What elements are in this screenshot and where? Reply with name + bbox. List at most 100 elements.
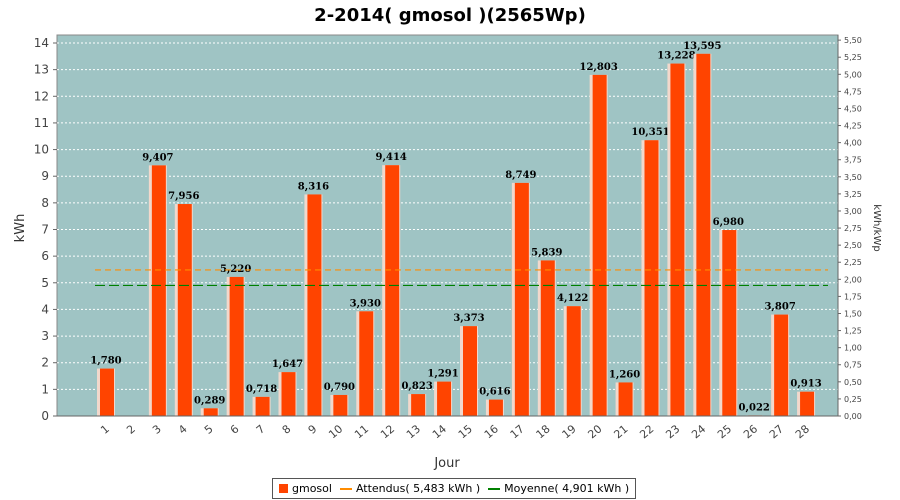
- x-tick-label: 24: [689, 422, 708, 441]
- x-tick-label: 23: [663, 422, 682, 441]
- bar-value-label: 4,122: [557, 293, 588, 304]
- legend-label-average: Moyenne( 4,901 kWh ): [504, 482, 630, 495]
- x-tick-label: 19: [560, 422, 579, 441]
- bar: [177, 204, 192, 416]
- y2-tick-label: 2,25: [844, 258, 862, 267]
- y-tick-label: 3: [41, 329, 49, 343]
- bar-value-label: 9,407: [142, 152, 173, 163]
- y2-tick-label: 2,75: [844, 224, 862, 233]
- bar-value-label: 6,980: [713, 217, 744, 228]
- plot-area: 012345678910111213140,000,250,500,751,00…: [34, 34, 862, 441]
- legend-item-average: Moyenne( 4,901 kWh ): [488, 482, 629, 495]
- x-tick-label: 4: [176, 422, 190, 436]
- y2-tick-label: 4,00: [844, 139, 862, 148]
- bar-value-label: 0,790: [324, 382, 355, 393]
- green-line-swatch-icon: [488, 487, 501, 490]
- x-tick-label: 25: [715, 422, 734, 441]
- bar: [488, 399, 503, 416]
- x-tick-label: 27: [767, 422, 786, 441]
- bar-value-label: 0,823: [401, 381, 432, 392]
- bar-value-label: 1,647: [272, 359, 303, 370]
- x-tick-label: 14: [430, 422, 449, 441]
- bar-value-label: 0,022: [739, 402, 770, 413]
- bar-value-label: 1,780: [90, 356, 121, 367]
- bar: [618, 382, 633, 416]
- x-tick-label: 2: [124, 422, 138, 436]
- y-tick-label: 6: [41, 249, 49, 263]
- bar: [437, 381, 452, 416]
- y2-tick-label: 5,50: [844, 36, 862, 45]
- bar: [566, 306, 581, 416]
- y2-tick-label: 3,00: [844, 207, 862, 216]
- y2-tick-label: 1,00: [844, 344, 862, 353]
- x-axis-label: Jour: [433, 456, 460, 471]
- bar-value-label: 10,351: [631, 127, 669, 138]
- x-tick-label: 16: [482, 422, 501, 441]
- bar: [644, 140, 659, 417]
- bar-value-label: 0,289: [194, 395, 225, 406]
- y2-tick-label: 3,25: [844, 190, 862, 199]
- y2-tick-label: 3,50: [844, 173, 862, 182]
- x-tick-label: 7: [254, 422, 268, 436]
- bar: [774, 314, 789, 416]
- legend-item-bars: gmosol: [279, 482, 332, 495]
- y2-tick-label: 4,75: [844, 87, 862, 96]
- x-tick-label: 12: [378, 422, 397, 441]
- x-tick-label: 11: [352, 422, 371, 441]
- x-tick-label: 5: [202, 422, 216, 436]
- bar: [385, 165, 400, 416]
- x-tick-label: 10: [326, 422, 345, 441]
- x-tick-label: 17: [508, 422, 527, 441]
- y-tick-label: 0: [41, 409, 49, 423]
- bar: [281, 372, 296, 416]
- y-tick-label: 1: [41, 382, 49, 396]
- y2-tick-label: 0,75: [844, 361, 862, 370]
- y-tick-label: 4: [41, 302, 49, 316]
- y-axis-label: kWh: [13, 214, 28, 243]
- y2-tick-label: 0,25: [844, 395, 862, 404]
- bar: [151, 165, 166, 416]
- bar: [307, 194, 322, 416]
- bar: [411, 394, 426, 416]
- orange-line-swatch-icon: [339, 487, 352, 490]
- y2-tick-label: 1,75: [844, 292, 862, 301]
- y2-tick-label: 1,50: [844, 309, 862, 318]
- x-tick-label: 9: [306, 422, 320, 436]
- y2-tick-label: 4,50: [844, 104, 862, 113]
- y2-tick-label: 5,00: [844, 70, 862, 79]
- legend: gmosol Attendus( 5,483 kWh ) Moyenne( 4,…: [272, 478, 637, 499]
- y-tick-label: 5: [41, 276, 49, 290]
- y2-axis-label: kWh/kWp: [871, 204, 882, 251]
- bar: [100, 368, 114, 416]
- y2-tick-label: 1,25: [844, 327, 862, 336]
- x-tick-label: 13: [404, 422, 423, 441]
- bar-value-label: 8,749: [505, 170, 536, 181]
- bar: [359, 311, 374, 416]
- y-tick-label: 13: [34, 63, 49, 77]
- x-tick-label: 15: [456, 422, 475, 441]
- y2-tick-label: 3,75: [844, 156, 862, 165]
- bar-value-label: 13,228: [657, 51, 695, 62]
- y2-tick-label: 4,25: [844, 122, 862, 131]
- y-tick-label: 9: [41, 169, 49, 183]
- bar-value-label: 7,956: [168, 191, 199, 202]
- x-tick-label: 18: [534, 422, 553, 441]
- x-tick-label: 20: [585, 422, 604, 441]
- y-tick-label: 8: [41, 196, 49, 210]
- bar-value-label: 1,260: [609, 369, 640, 380]
- bar-value-label: 3,930: [350, 298, 381, 309]
- legend-label-bars: gmosol: [292, 482, 332, 495]
- x-tick-label: 3: [150, 422, 164, 436]
- y2-tick-label: 2,00: [844, 275, 862, 284]
- bar-swatch-icon: [279, 484, 288, 493]
- bar: [463, 326, 477, 416]
- bar-value-label: 0,616: [479, 387, 510, 398]
- bar-value-label: 9,414: [376, 152, 407, 163]
- x-tick-label: 22: [637, 422, 656, 441]
- x-tick-label: 1: [98, 422, 112, 436]
- x-tick-label: 26: [741, 422, 760, 441]
- y-tick-label: 2: [41, 356, 49, 370]
- bar-value-label: 0,718: [246, 384, 277, 395]
- bar-value-label: 12,803: [580, 62, 618, 73]
